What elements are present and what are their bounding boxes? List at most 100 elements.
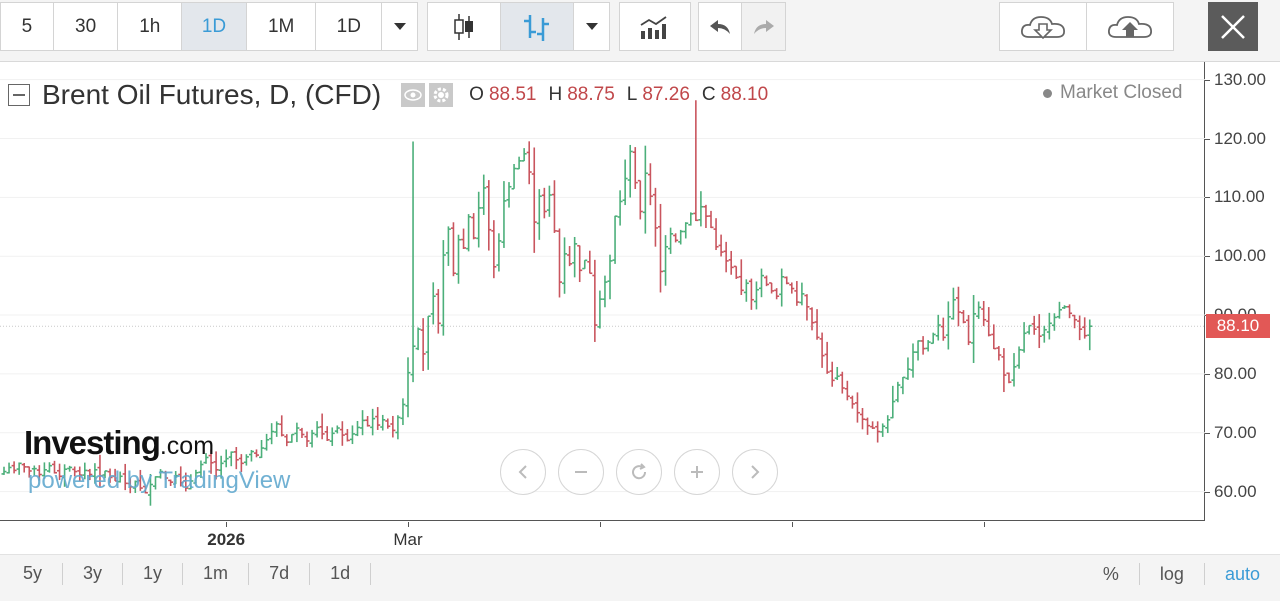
ohlc-bar <box>804 294 810 321</box>
ohlc-bar <box>163 470 169 481</box>
price-axis[interactable]: 60.0070.0080.0090.00100.00110.00120.0013… <box>1205 62 1280 521</box>
refresh-icon <box>632 463 647 480</box>
ohlc-bar <box>188 474 194 490</box>
ohlc-bar <box>193 469 199 484</box>
ohlc-bar <box>688 212 694 226</box>
ohlc-bar <box>627 144 633 198</box>
interval-dropdown[interactable] <box>382 3 417 50</box>
ohlc-bar <box>567 246 573 267</box>
candlestick-button[interactable] <box>428 3 502 50</box>
zoom-out-button[interactable] <box>558 449 604 495</box>
ohlc-bar <box>289 433 295 443</box>
ohlc-bar <box>814 309 820 340</box>
ohlc-bar <box>986 307 992 337</box>
ohlc-bar <box>683 222 689 239</box>
ohlc-bar <box>885 415 891 434</box>
ohlc-bar <box>930 332 936 345</box>
save-chart-button[interactable] <box>1086 3 1173 50</box>
cloud-group <box>999 2 1174 51</box>
interval-button-custom[interactable]: 1D <box>316 3 383 50</box>
price-tick-mark <box>1205 373 1210 375</box>
indicators-button[interactable] <box>620 3 690 50</box>
ohlc-bar <box>718 234 724 257</box>
range-1y[interactable]: 1y <box>123 562 184 585</box>
ohlc-bar <box>915 340 921 361</box>
ohlc-bar <box>491 220 497 279</box>
price-tick-mark <box>1205 79 1210 81</box>
ohlc-bar <box>57 463 63 481</box>
ohlc-bar <box>733 265 739 279</box>
bars-button[interactable] <box>501 3 575 50</box>
scroll-left-button[interactable] <box>500 449 546 495</box>
range-7d[interactable]: 7d <box>249 562 311 585</box>
range-5y[interactable]: 5y <box>0 562 64 585</box>
ohlc-bar <box>102 470 108 479</box>
bars-icon <box>524 14 550 41</box>
ohlc-bar <box>981 300 987 327</box>
time-axis[interactable]: 2026 Mar <box>0 522 1205 554</box>
ohlc-bar <box>385 418 391 429</box>
indicators-icon <box>640 15 667 39</box>
ohlc-bar <box>36 465 42 481</box>
interval-button-1m[interactable]: 1M <box>246 3 317 50</box>
percent-scale-toggle[interactable]: % <box>1102 563 1119 584</box>
ohlc-bar <box>147 473 153 506</box>
price-tick-label: 70.00 <box>1214 422 1257 442</box>
minus-icon <box>13 94 25 96</box>
range-1d[interactable]: 1d <box>310 562 372 585</box>
ohlc-bar <box>905 357 911 380</box>
eye-icon <box>404 89 422 101</box>
ohlc-bar <box>1067 304 1073 319</box>
range-1m[interactable]: 1m <box>183 562 250 585</box>
load-chart-button[interactable] <box>1000 3 1087 50</box>
ohlc-bar <box>824 341 830 374</box>
ohlc-bar <box>546 185 552 217</box>
ohlc-bar <box>784 276 790 285</box>
visibility-toggle[interactable] <box>401 83 426 107</box>
chart-type-dropdown[interactable] <box>574 3 609 50</box>
reset-chart-button[interactable] <box>616 449 662 495</box>
interval-button-1d[interactable]: 1D <box>182 3 247 50</box>
series-settings-button[interactable] <box>429 83 454 107</box>
range-bar: 5y 3y 1y 1m 7d 1d % log auto <box>0 554 1280 592</box>
ohlc-bar <box>46 462 52 473</box>
interval-button-1h[interactable]: 1h <box>118 3 183 50</box>
log-scale-toggle[interactable]: log <box>1138 563 1204 585</box>
ohlc-bar <box>450 222 456 277</box>
ohlc-bar <box>900 376 906 395</box>
ohlc-bar <box>1016 346 1022 369</box>
collapse-legend-button[interactable] <box>8 84 30 106</box>
ohlc-bar <box>1021 322 1027 353</box>
undo-button[interactable] <box>699 3 743 50</box>
ohlc-bar <box>582 259 588 270</box>
time-tick-label: Mar <box>393 530 423 549</box>
ohlc-bar <box>339 421 345 446</box>
ohlc-bar <box>1062 305 1067 309</box>
ohlc-values: O 88.51 H 88.75 L 87.26 C 88.10 <box>469 84 780 106</box>
ohlc-bar <box>637 179 643 220</box>
ohlc-bar <box>360 410 366 436</box>
price-tick-mark <box>1205 491 1210 493</box>
ohlc-bar <box>390 415 396 438</box>
ohlc-bar <box>1011 353 1017 387</box>
interval-button-5[interactable]: 5 <box>1 3 54 50</box>
ohlc-bar <box>496 233 502 272</box>
ohlc-bar <box>764 275 770 287</box>
ohlc-bar <box>466 214 472 252</box>
ohlc-bar <box>935 314 941 341</box>
price-tick-label: 110.00 <box>1214 187 1265 207</box>
scroll-right-button[interactable] <box>732 449 778 495</box>
price-chart[interactable] <box>0 62 1205 521</box>
ohlc-bar <box>890 385 896 419</box>
ohlc-bar <box>1082 317 1088 339</box>
ohlc-bar <box>334 425 340 434</box>
ohlc-bar <box>854 392 860 423</box>
zoom-in-button[interactable] <box>674 449 720 495</box>
auto-scale-toggle[interactable]: auto <box>1203 563 1280 585</box>
ohlc-bar <box>112 468 118 482</box>
ohlc-bar <box>122 463 128 491</box>
range-3y[interactable]: 3y <box>63 562 124 585</box>
interval-button-30[interactable]: 30 <box>53 3 119 50</box>
redo-button[interactable] <box>742 3 785 50</box>
close-button[interactable] <box>1208 2 1258 51</box>
